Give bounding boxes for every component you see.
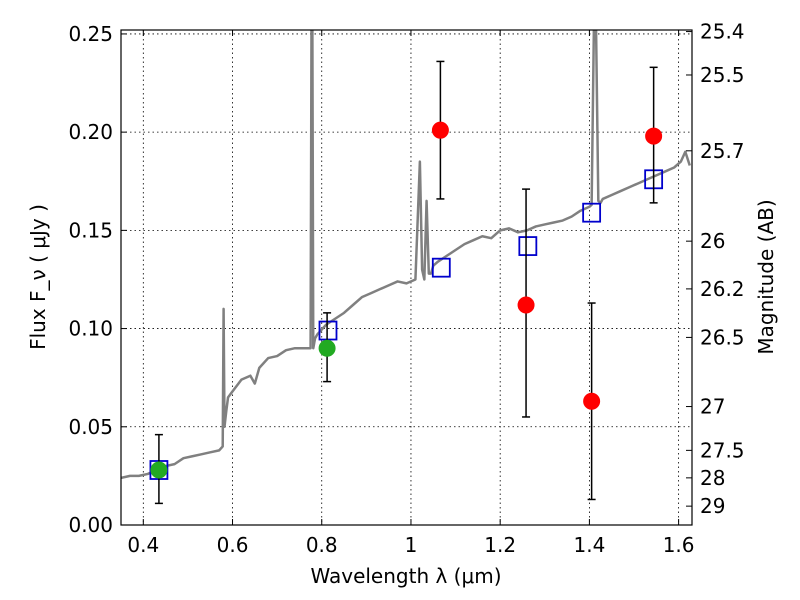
y2-tick-label: 25.5 — [700, 63, 745, 87]
model-spectrum-line — [121, 30, 691, 480]
observed-flux-point — [318, 339, 336, 357]
x-tick-label: 0.4 — [127, 533, 159, 557]
x-tick-label: 1 — [405, 533, 418, 557]
y-tick-label: 0.00 — [68, 513, 113, 537]
model-photometry-square — [518, 236, 538, 256]
observed-flux-point — [645, 127, 663, 145]
x-tick-label: 1.2 — [484, 533, 516, 557]
y2-tick-label: 25.4 — [700, 20, 745, 44]
y-tick-label: 0.25 — [68, 22, 113, 46]
y-axis-right-label: Magnitude (AB) — [754, 199, 778, 354]
plot-data — [121, 30, 691, 505]
observed-flux-point — [431, 121, 449, 139]
y2-tick-label: 25.7 — [700, 139, 745, 163]
y2-tick-label: 26.5 — [700, 325, 745, 349]
observed-flux-point — [150, 461, 168, 479]
x-tick-label: 0.8 — [306, 533, 338, 557]
y-tick-label: 0.20 — [68, 120, 113, 144]
y2-tick-label: 29 — [700, 494, 725, 518]
x-tick-label: 1.6 — [663, 533, 695, 557]
y2-tick-label: 27 — [700, 395, 725, 419]
model-photometry-square — [582, 202, 602, 223]
grid-lines — [121, 30, 692, 526]
y2-tick-label: 27.5 — [700, 438, 745, 462]
observed-flux-point — [583, 392, 601, 410]
y-tick-label: 0.05 — [68, 415, 113, 439]
model-photometry-square — [318, 320, 338, 341]
x-axis-label: Wavelength λ (μm) — [310, 564, 501, 588]
plot-frame — [120, 29, 693, 526]
observed-flux-point — [517, 296, 535, 314]
y-axis-label: Flux F_ν ( μJy ) — [26, 204, 50, 350]
y-tick-label: 0.10 — [68, 317, 113, 341]
model-photometry-square — [431, 257, 451, 278]
y2-tick-label: 26.2 — [700, 277, 745, 301]
ticks: 0.4 0.6 0.8 1 1.2 1.4 1.6 0.00 0.05 0.10 0.15 0.20 0… — [68, 20, 744, 557]
x-tick-label: 0.6 — [217, 533, 249, 557]
y-tick-label: 0.15 — [68, 218, 113, 242]
y2-tick-label: 26 — [700, 229, 725, 253]
y2-tick-label: 28 — [700, 466, 725, 490]
x-tick-label: 1.4 — [573, 533, 605, 557]
